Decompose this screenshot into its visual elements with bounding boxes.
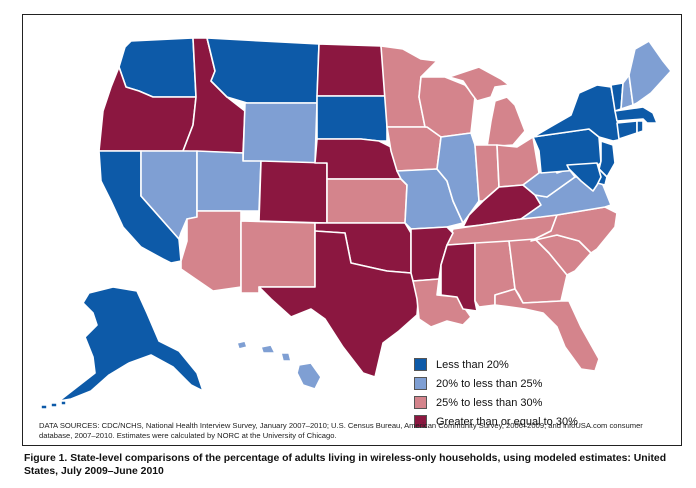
state-new-mexico [240,220,316,294]
state-wyoming [242,102,318,164]
legend-swatch-less-than-20 [414,358,427,371]
state-nebraska [314,138,402,180]
legend-swatch-25-to-30 [414,396,427,409]
figure-caption: Figure 1. State-level comparisons of the… [24,453,667,477]
legend-swatch-30-or-more [414,415,427,428]
legend-label: 25% to less than 30% [436,396,543,409]
data-sources-note: DATA SOURCES: CDC/NCHS, National Health … [39,421,643,440]
state-maryland [566,162,602,192]
state-north-carolina [530,206,618,254]
legend-item: 20% to less than 25% [414,374,614,393]
state-florida [494,288,600,372]
state-michigan [448,66,526,148]
state-hawaii [236,340,322,390]
alaska-islands [40,400,67,410]
state-north-dakota [316,43,388,97]
legend-label: Less than 20% [436,358,509,371]
map-frame: Less than 20% 20% to less than 25% 25% t… [22,14,682,446]
state-maine [628,40,672,106]
map-legend: Less than 20% 20% to less than 25% 25% t… [414,355,614,431]
legend-item: Less than 20% [414,355,614,374]
state-iowa [386,126,442,172]
state-louisiana [412,278,472,328]
state-rhode-island [636,120,644,134]
legend-item: 25% to less than 30% [414,393,614,412]
state-illinois [436,132,480,224]
legend-item: Greater than or equal to 30% [414,412,614,431]
state-kansas [326,178,408,224]
state-arizona [180,210,242,292]
state-montana [206,37,320,104]
legend-label: 20% to less than 25% [436,377,543,390]
state-alaska [58,286,204,402]
us-choropleth-map [40,37,672,410]
state-south-dakota [316,95,388,142]
state-texas [258,230,420,378]
state-connecticut [616,120,638,140]
legend-swatch-20-to-25 [414,377,427,390]
state-massachusetts [614,106,658,124]
state-colorado [258,160,328,224]
legend-label: Greater than or equal to 30% [436,415,578,428]
